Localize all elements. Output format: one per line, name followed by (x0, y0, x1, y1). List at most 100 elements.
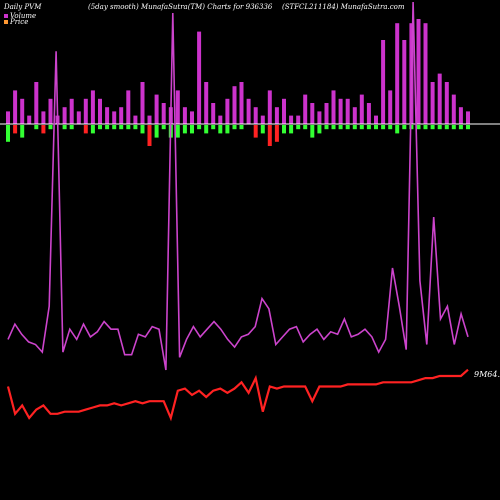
volume-bar-up (416, 19, 421, 124)
volume-bar-up (444, 82, 449, 124)
volume-bar-down (381, 125, 386, 130)
volume-bar-up (69, 98, 74, 124)
volume-bar-down (458, 125, 463, 130)
volume-bar-up (41, 111, 46, 124)
volume-bar-down (13, 125, 18, 134)
volume-bar-up (451, 94, 456, 124)
volume-bar-down (6, 125, 10, 142)
volume-bar-down (388, 125, 393, 130)
volume-bar-down (62, 125, 67, 130)
volume-bar-down (98, 125, 102, 130)
volume-bar-up (34, 82, 39, 124)
volume-bar-down (175, 125, 180, 138)
volume-bar-up (260, 115, 265, 124)
volume-bar-down (430, 125, 435, 130)
volume-bar-up (430, 82, 435, 124)
volume-bar-up (182, 107, 187, 124)
volume-bar-down (451, 125, 456, 130)
volume-bar-down (437, 125, 442, 130)
volume-bar-down (395, 125, 400, 134)
volume-bar-down (402, 125, 407, 130)
volume-bar-down (317, 125, 322, 134)
legend-price-label: Price (9, 18, 28, 26)
volume-bar-down (239, 125, 244, 130)
volume-bar-up (48, 98, 53, 124)
volume-bar-up (133, 115, 138, 124)
volume-bar-down (423, 125, 428, 130)
volume-bar-down (20, 125, 25, 138)
volume-bar-up (289, 115, 294, 124)
volume-bar-down (48, 125, 53, 130)
volume-bar-up (282, 98, 286, 124)
volume-bar-up (466, 111, 470, 124)
volume-bar-up (83, 98, 88, 124)
volume-bar-down (211, 125, 216, 130)
volume-bar-down (338, 125, 343, 130)
volume-bar-down (303, 125, 308, 130)
volume-bar-up (331, 90, 336, 124)
volume-bar-up (246, 98, 251, 124)
volume-bar-up (140, 82, 145, 124)
volume-bar-up (345, 98, 350, 124)
volume-bar-down (204, 125, 209, 134)
volume-bar-down (352, 125, 357, 130)
volume-bar-down (133, 125, 138, 130)
volume-bar-down (90, 125, 95, 134)
legend-price-swatch (4, 20, 8, 24)
volume-bar-up (20, 98, 25, 124)
volume-bar-down (41, 125, 46, 134)
volume-bar-up (27, 115, 32, 124)
volume-bar-up (388, 90, 393, 124)
volume-bar-down (161, 125, 166, 130)
volume-bar-down (225, 125, 230, 134)
volume-bar-down (274, 125, 279, 142)
volume-bar-down (267, 125, 272, 146)
pvm-line (7, 1, 469, 371)
volume-bar-up (211, 103, 216, 124)
volume-bar-down (105, 125, 110, 130)
volume-bar-up (197, 31, 202, 125)
volume-bar-down (69, 125, 74, 130)
volume-bar-up (98, 98, 102, 124)
legend-volume-label: Volume (10, 12, 36, 20)
price-line (6, 368, 469, 422)
volume-bar-up (359, 94, 364, 124)
volume-bar-down (126, 125, 131, 130)
volume-bar-down (147, 125, 152, 146)
volume-bar-up (90, 90, 95, 124)
volume-bar-up (147, 115, 152, 124)
volume-bar-up (119, 107, 124, 124)
volume-bar-down (345, 125, 350, 130)
volume-bar-up (6, 111, 10, 124)
volume-bar-up (458, 107, 463, 124)
volume-bar-up (76, 111, 81, 124)
volume-bar-up (62, 107, 67, 124)
volume-bar-down (260, 125, 265, 134)
volume-bar-up (402, 40, 407, 124)
volume-bar-up (175, 90, 180, 124)
volume-bar-down (466, 125, 470, 130)
volume-bar-up (366, 103, 371, 124)
volume-bar-up (112, 111, 117, 124)
volume-bar-up (303, 94, 308, 124)
volume-bar-up (324, 103, 329, 124)
volume-bar-up (296, 115, 301, 124)
volume-bar-up (338, 98, 343, 124)
volume-bar-up (225, 98, 230, 124)
volume-bar-down (331, 125, 336, 130)
volume-bar-down (140, 125, 145, 134)
volume-bar-down (218, 125, 223, 134)
volume-bar-up (317, 111, 322, 124)
volume-bar-up (395, 23, 400, 125)
volume-bar-up (310, 103, 315, 124)
volume-bar-down (182, 125, 187, 134)
volume-bar-up (239, 82, 244, 124)
legend-volume-swatch (4, 14, 8, 18)
volume-bar-up (381, 40, 386, 124)
header-left: Daily PVM (3, 3, 42, 11)
volume-bar-down (190, 125, 194, 134)
volume-bar-down (34, 125, 39, 130)
volume-bar-down (366, 125, 371, 130)
volume-bar-down (154, 125, 159, 138)
volume-bar-down (232, 125, 237, 130)
